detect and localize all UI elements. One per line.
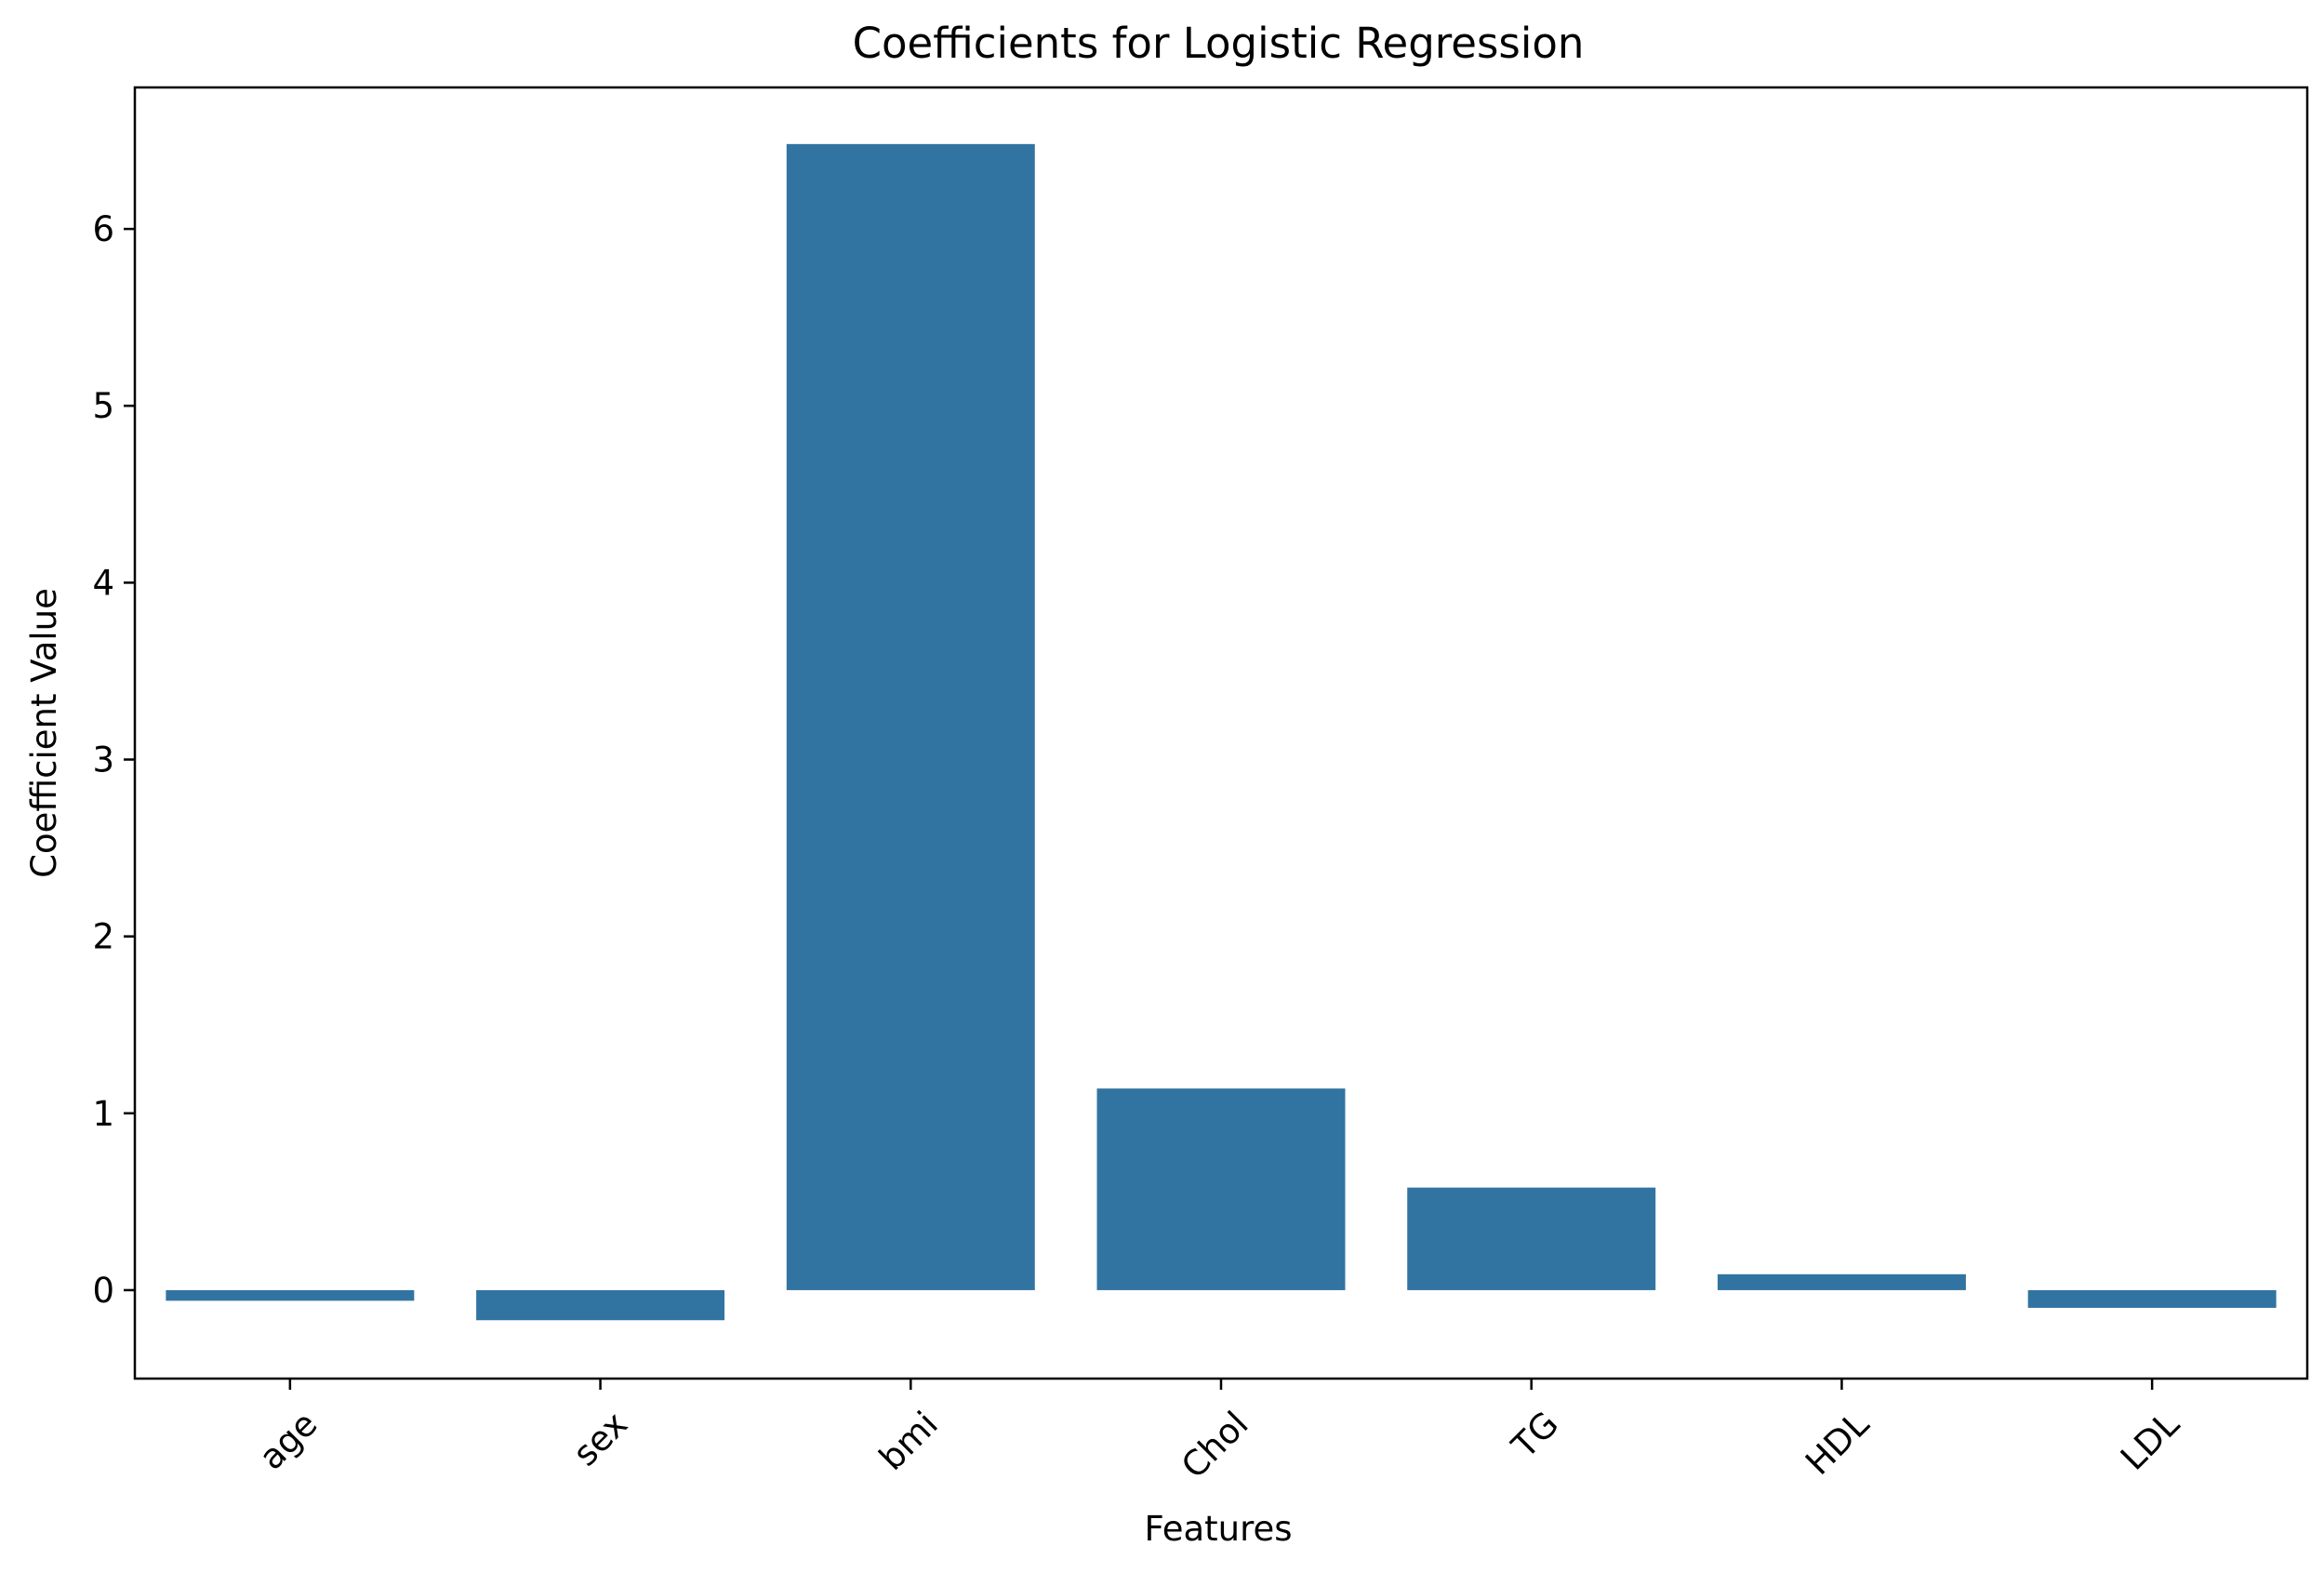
chart-title: Coefficients for Logistic Regression [853,19,1585,68]
bar-age [166,1289,415,1301]
bar-bmi [786,143,1035,1290]
y-tick-label: 5 [92,386,114,426]
y-axis: 0 1 2 3 4 5 6 [92,209,135,1311]
y-tick-label: 1 [92,1094,114,1134]
x-axis-label: Features [1144,1509,1292,1549]
bar-tg [1407,1187,1656,1290]
y-tick-label: 2 [92,917,114,957]
y-axis-label: Coefficient Value [24,588,64,878]
bar-hdl [1717,1273,1966,1290]
bar-chol [1096,1088,1346,1290]
bars-group [166,143,2277,1321]
y-tick-label: 6 [92,209,114,249]
y-tick-label: 3 [92,740,114,780]
bar-ldl [2027,1289,2277,1308]
y-tick-label: 4 [92,563,114,603]
bar-sex [476,1289,725,1321]
y-tick-label: 0 [92,1271,114,1311]
